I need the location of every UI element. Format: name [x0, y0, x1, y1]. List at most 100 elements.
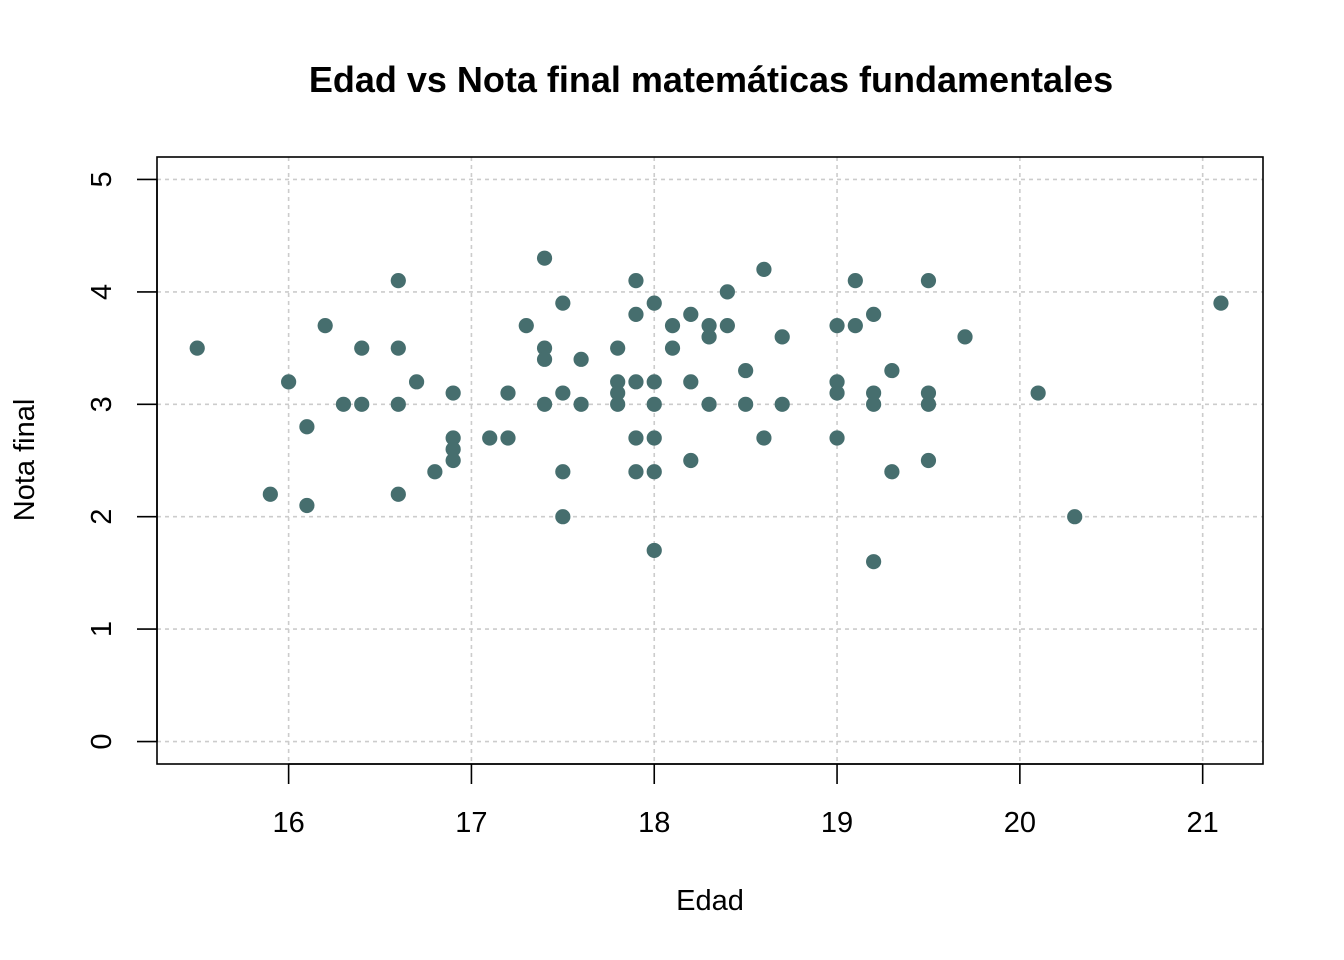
data-point — [719, 318, 735, 334]
x-tick-label-20: 20 — [1004, 807, 1036, 839]
data-point — [701, 318, 717, 334]
data-point — [683, 306, 699, 322]
data-point — [847, 318, 863, 334]
data-point — [445, 452, 461, 469]
data-point — [445, 441, 461, 457]
data-point — [408, 374, 425, 390]
data-point — [646, 374, 662, 390]
plot-frame — [156, 156, 1264, 765]
data-point — [738, 362, 754, 379]
data-point — [299, 497, 315, 514]
data-point — [756, 430, 772, 446]
data-point — [555, 295, 571, 311]
data-point — [390, 396, 406, 412]
data-point — [536, 250, 553, 266]
data-point — [573, 351, 589, 367]
data-point — [829, 374, 845, 390]
chart-title: Edad vs Nota final matemáticas fundament… — [309, 59, 1113, 100]
data-point — [646, 430, 662, 446]
y-tick-label-4: 4 — [86, 284, 118, 300]
data-point — [610, 385, 626, 401]
data-point — [829, 318, 845, 334]
data-point — [555, 509, 571, 525]
data-point — [354, 340, 370, 356]
data-point — [884, 362, 900, 379]
data-point — [774, 396, 790, 412]
data-point — [774, 329, 790, 345]
x-tick-label-21: 21 — [1187, 807, 1219, 839]
data-point — [683, 452, 699, 469]
data-point — [628, 374, 644, 390]
data-point — [683, 374, 699, 390]
data-point — [646, 396, 662, 412]
data-point — [262, 486, 278, 502]
data-point — [610, 340, 626, 356]
data-point — [920, 396, 937, 412]
y-tick-label-0: 0 — [86, 733, 118, 749]
x-axis-label: Edad — [676, 885, 744, 917]
data-point — [354, 396, 370, 412]
data-point — [884, 464, 900, 480]
data-point — [1213, 295, 1229, 311]
y-tick-label-1: 1 — [86, 621, 118, 637]
data-point — [427, 464, 443, 480]
data-point — [646, 542, 662, 559]
data-point — [281, 374, 297, 390]
data-point — [719, 284, 735, 300]
y-tick-label-5: 5 — [86, 171, 118, 187]
data-point — [555, 464, 571, 480]
data-point — [536, 340, 553, 356]
data-point — [500, 430, 516, 446]
data-point — [664, 340, 681, 356]
data-point — [701, 329, 717, 345]
x-tick-label-17: 17 — [455, 807, 487, 839]
data-point — [756, 261, 772, 278]
x-tick-label-16: 16 — [272, 807, 304, 839]
data-point — [536, 351, 553, 367]
data-point — [610, 374, 626, 390]
data-point — [646, 464, 662, 480]
data-point — [628, 306, 644, 322]
data-point — [500, 385, 516, 401]
data-point — [738, 396, 754, 412]
y-tick-label-2: 2 — [86, 509, 118, 525]
data-point — [445, 385, 461, 401]
data-point — [866, 306, 882, 322]
data-point — [628, 430, 644, 446]
data-point — [536, 396, 553, 412]
x-tick-label-18: 18 — [638, 807, 670, 839]
data-point — [573, 396, 589, 412]
y-axis-label: Nota final — [9, 399, 41, 522]
data-point — [646, 295, 662, 311]
data-point — [664, 318, 681, 334]
data-point — [555, 385, 571, 401]
data-points — [189, 250, 1229, 570]
y-tick-label-3: 3 — [86, 396, 118, 412]
data-point — [1067, 509, 1083, 525]
data-point — [390, 273, 406, 289]
data-point — [920, 385, 937, 401]
data-point — [1030, 385, 1046, 401]
data-point — [445, 430, 461, 446]
data-point — [628, 464, 644, 480]
x-tick-label-19: 19 — [821, 807, 853, 839]
data-point — [866, 385, 882, 401]
data-point — [866, 554, 882, 570]
data-point — [610, 396, 626, 412]
data-point — [518, 318, 534, 334]
data-point — [847, 273, 863, 289]
data-point — [189, 340, 205, 356]
y-axis: 0 1 2 3 4 5 — [86, 171, 158, 750]
data-point — [957, 329, 973, 345]
data-point — [866, 396, 882, 412]
grid-lines — [157, 157, 1263, 764]
data-point — [390, 340, 406, 356]
data-point — [317, 318, 333, 334]
data-point — [829, 385, 845, 401]
data-point — [829, 430, 845, 446]
data-point — [299, 419, 315, 435]
data-point — [920, 452, 937, 469]
data-point — [482, 430, 498, 446]
data-point — [628, 273, 644, 289]
